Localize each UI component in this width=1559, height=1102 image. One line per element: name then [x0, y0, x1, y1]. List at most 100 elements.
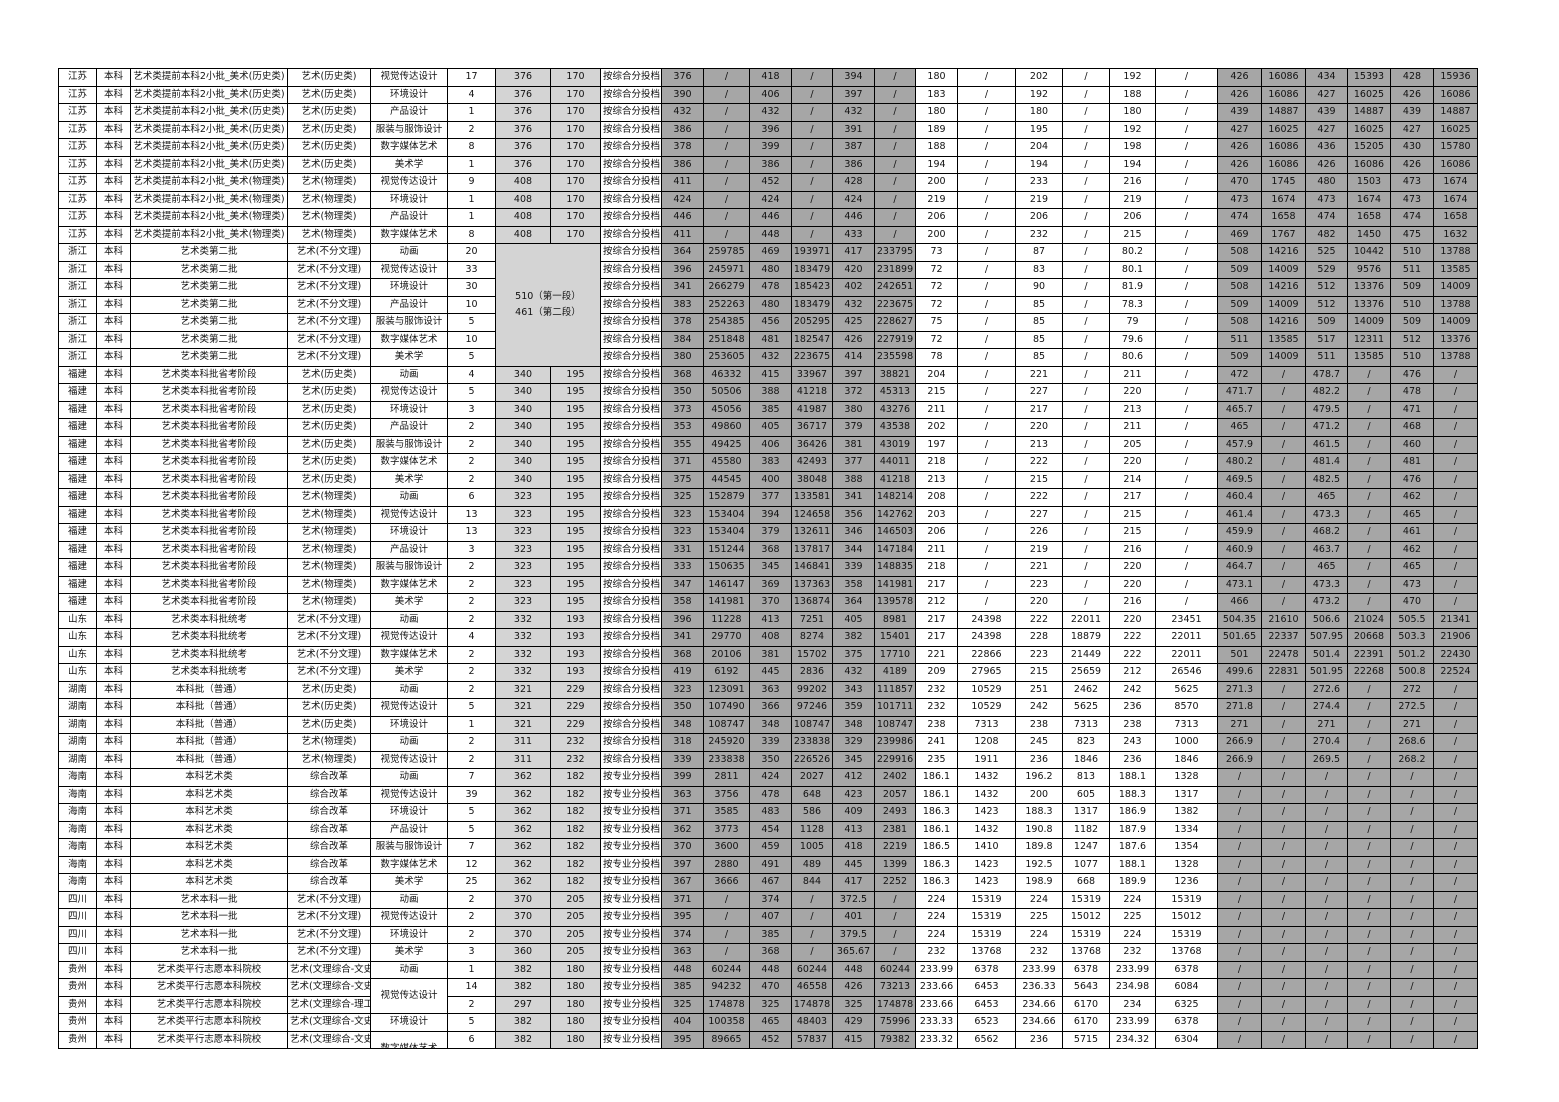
cell-text: 数字媒体艺术	[380, 141, 438, 152]
cell-major: 环境设计	[370, 803, 448, 822]
cell-text: 432	[673, 106, 692, 117]
cell-rank-c-3: 1674	[1433, 190, 1478, 209]
cell-text: 24398	[971, 631, 1002, 642]
cell-text: 25	[465, 876, 478, 887]
cell-text: /	[1453, 1033, 1458, 1045]
cell-text: 340	[513, 473, 533, 485]
cell-rank-b-3: /	[1155, 278, 1218, 297]
cell-text: 370	[513, 893, 533, 905]
cell-text: 艺术(不分文理)	[296, 613, 362, 625]
cell-province: 福建	[58, 505, 97, 524]
cell-text: 按综合分投档	[603, 158, 661, 170]
cell-text: /	[1237, 841, 1242, 852]
cell-text: 365.67	[836, 946, 871, 957]
cell-score-b-2: 226	[1015, 523, 1063, 542]
cell-text: 325	[761, 998, 780, 1010]
cell-rank-c-1: /	[1261, 575, 1306, 594]
cell-text: /	[1367, 946, 1371, 957]
cell-text: 湖南	[67, 753, 87, 765]
cell-rank-b-2: 7313	[1062, 715, 1110, 734]
cell-score-b-3: 206	[1109, 208, 1156, 227]
cell-text: 艺术(物理类)	[301, 561, 357, 572]
cell-text: 1005	[799, 841, 825, 852]
cell-rank-b-3: /	[1155, 575, 1218, 594]
cell-text: 本科	[103, 246, 123, 257]
cell-text: /	[1184, 333, 1189, 345]
cell-rank-c-1: 14216	[1261, 243, 1306, 262]
cell-text: 本科艺术类	[185, 841, 233, 852]
cell-text: /	[984, 508, 989, 520]
cell-text: 411	[673, 176, 692, 187]
cell-text: 340	[513, 456, 533, 467]
cell-rank-b-3: /	[1155, 68, 1218, 87]
cell-text: /	[1084, 228, 1088, 240]
cell-text: 233795	[876, 246, 914, 257]
cell-text: /	[1367, 806, 1371, 817]
cell-text: 本科批（普通）	[175, 718, 243, 730]
cell-text: 山东	[67, 613, 87, 625]
cell-text: 219	[1029, 193, 1049, 205]
table-row: 湖南 本科 本科批（普通） 艺术(历史类) 动画 2 321 229 按综合分投档 323 1230…	[58, 680, 1478, 699]
cell-rank-b-2: 668	[1062, 873, 1110, 892]
cell-rank-c-2: /	[1347, 873, 1391, 892]
cell-score-a-2: 370	[749, 593, 792, 612]
cell-rank-a-2: 586	[791, 803, 833, 822]
cell-rank-c-2: 14009	[1347, 313, 1391, 332]
cell-text: 411	[673, 228, 692, 240]
cell-batch: 艺术类提前本科2小批_美术(物理类)	[130, 208, 288, 227]
cell-score-b-1: 232	[915, 698, 958, 717]
cell-text: 339	[761, 736, 780, 747]
cell-score-c-3: /	[1390, 803, 1434, 822]
cell-province: 浙江	[58, 278, 97, 297]
cell-control-line-2: 195	[550, 558, 601, 577]
cell-text: 1674	[1443, 176, 1468, 187]
cell-text: 本科	[103, 106, 123, 117]
cell-text: 460	[1402, 438, 1422, 450]
cell-text: /	[984, 561, 989, 572]
cell-rank-a-3: 148214	[874, 488, 916, 507]
cell-text: 4189	[882, 666, 908, 677]
cell-text: /	[1281, 718, 1286, 730]
cell-text: 14216	[1268, 246, 1299, 257]
cell-score-a-3: 346	[832, 523, 875, 542]
cell-text: 206	[927, 526, 946, 537]
table-row: 福建 本科 艺术类本科批省考阶段 艺术(历史类) 美术学 2 340 195 按综合分投档 375…	[58, 470, 1478, 489]
cell-text: 374	[673, 928, 692, 940]
cell-text: 220	[1123, 578, 1142, 590]
cell-text: 48403	[796, 1016, 828, 1027]
cell-text: /	[1084, 193, 1088, 205]
cell-control-line-1: 382	[495, 1030, 551, 1049]
cell-plan-count: 8	[447, 225, 496, 244]
cell-score-c-3: 426	[1390, 155, 1434, 174]
cell-score-c-2: 465	[1305, 558, 1348, 577]
cell-text: /	[1237, 928, 1242, 940]
cell-text: 434	[1317, 71, 1336, 82]
cell-text: 470	[1230, 176, 1249, 187]
cell-text: /	[984, 228, 989, 240]
cell-score-a-1: 364	[661, 243, 704, 262]
cell-rank-c-3: 16025	[1433, 120, 1478, 139]
cell-score-a-3: 387	[832, 138, 875, 157]
cell-text: 187.6	[1118, 841, 1147, 852]
cell-text: /	[893, 946, 897, 957]
cell-score-c-2: 439	[1305, 103, 1348, 122]
cell-category: 艺术(历史类)	[287, 120, 371, 139]
cell-score-c-3: 476	[1390, 365, 1434, 384]
cell-rank-a-1: 46332	[703, 365, 750, 384]
cell-text: 艺术(历史类)	[301, 141, 357, 152]
cell-level: 本科	[96, 925, 131, 944]
cell-text: 481.4	[1312, 456, 1341, 467]
cell-score-c-3: 461	[1390, 523, 1434, 542]
cell-text: 174878	[793, 998, 831, 1010]
cell-rank-a-1: 3585	[703, 803, 750, 822]
cell-score-c-3: 430	[1390, 138, 1434, 157]
cell-major: 动画	[370, 488, 448, 507]
cell-text: 本科	[103, 123, 123, 135]
cell-text: 13	[465, 508, 478, 520]
cell-score-b-1: 186.1	[915, 820, 958, 839]
cell-rank-a-3: 233795	[874, 243, 916, 262]
cell-text: 贵州	[67, 998, 87, 1010]
cell-text: 按综合分投档	[603, 683, 661, 695]
cell-rank-b-1: 1432	[957, 768, 1016, 787]
cell-text: 艺术(物理类)	[301, 753, 357, 765]
